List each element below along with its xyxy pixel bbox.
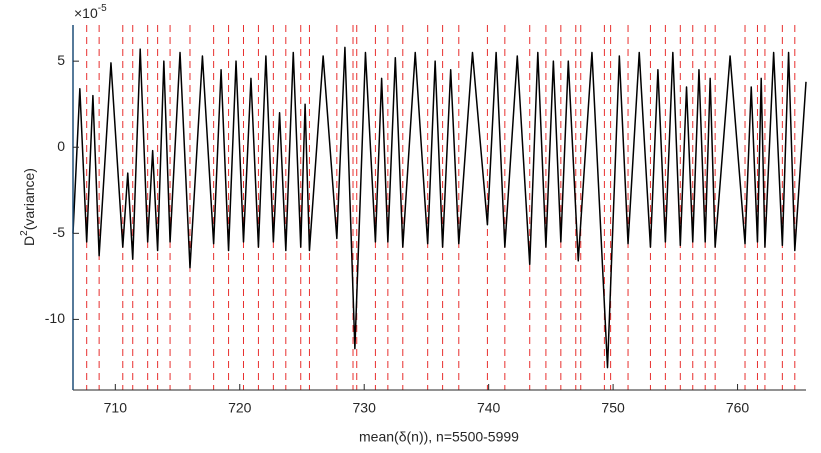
x-tick-label: 740 — [477, 400, 501, 416]
x-tick-label: 720 — [228, 400, 252, 416]
ylabel-base: D — [21, 236, 37, 246]
y-tick-label: 0 — [57, 138, 65, 154]
data-line — [72, 46, 807, 369]
x-tick-label: 760 — [726, 400, 750, 416]
x-tick-label: 730 — [353, 400, 377, 416]
y-tick-label: 5 — [57, 52, 65, 68]
x-tick-label: 710 — [104, 400, 128, 416]
x-tick-label: 750 — [601, 400, 625, 416]
x-axis-label: mean(δ(n)), n=5500-5999 — [359, 429, 519, 445]
y-tick-label: -5 — [53, 224, 66, 240]
ylabel-sup: 2 — [19, 230, 30, 236]
y-axis-label: D2(variance) — [19, 168, 37, 246]
y-exponent: ×10-5 — [74, 3, 107, 21]
ylabel-rest: (variance) — [21, 168, 37, 230]
exponent-sup: -5 — [98, 3, 107, 14]
y-tick-label: -10 — [45, 310, 65, 326]
exponent-base: ×10 — [74, 5, 98, 21]
